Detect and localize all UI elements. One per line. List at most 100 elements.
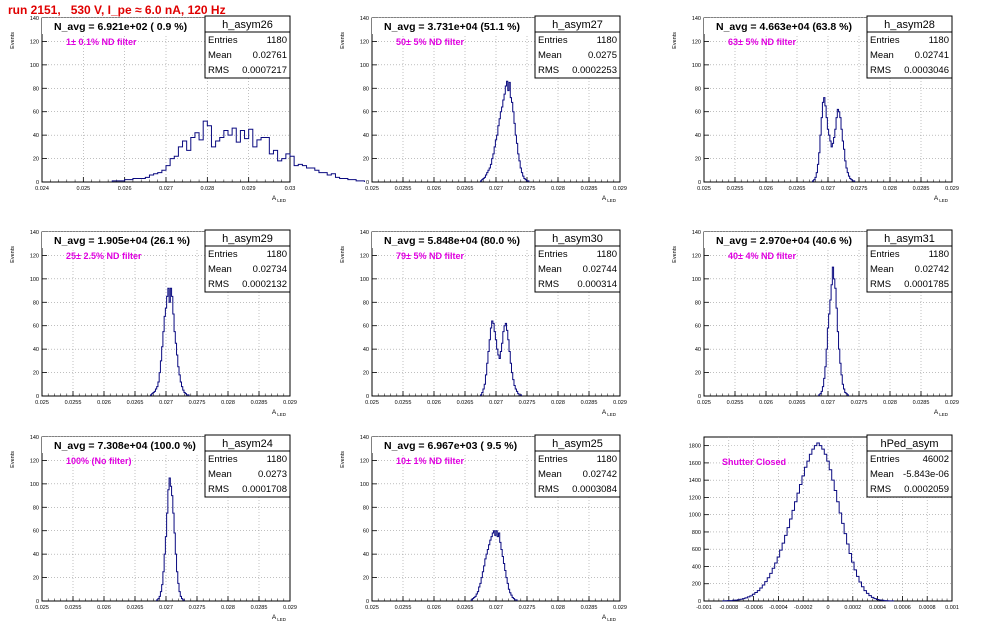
- y-tick-label: 120: [30, 253, 39, 259]
- y-tick-label: 80: [695, 86, 701, 92]
- stats-value: 0.02742: [915, 264, 949, 275]
- y-tick-label: 600: [692, 547, 701, 553]
- stats-box: [204, 229, 291, 293]
- x-tick-label: 0.027: [821, 186, 835, 192]
- x-tick-label: 0.0285: [251, 605, 268, 611]
- stats-label: Mean: [538, 264, 562, 275]
- x-tick-label: 0.025: [365, 605, 379, 611]
- x-tick-label: 0.026: [427, 400, 441, 406]
- y-tick-label: 80: [33, 300, 39, 306]
- x-tick-label: 0.0006: [894, 605, 911, 611]
- x-tick-label: 0.027: [159, 605, 173, 611]
- stats-label: Mean: [870, 469, 894, 480]
- x-tick-label: 0.0275: [519, 186, 536, 192]
- histogram-panel-h_asym25: 0.025 0.0255 0.026 0.0265 0.027 0.0275 0.028 0.…: [340, 434, 627, 622]
- y-tick-label: 40: [33, 347, 39, 353]
- y-tick-label: 100: [30, 482, 39, 488]
- x-tick-label: 0.027: [489, 186, 503, 192]
- filter-annotation: 40± 4% ND filter: [728, 251, 796, 261]
- x-tick-label: 0.0265: [127, 400, 144, 406]
- title-box: [372, 437, 535, 453]
- y-tick-label: 0: [36, 180, 39, 186]
- stats-label: Entries: [208, 454, 238, 465]
- x-tick-label: 0.025: [697, 186, 711, 192]
- x-tick-label: 0.029: [945, 400, 959, 406]
- stats-box-title: h_asym24: [222, 438, 273, 450]
- y-tick-label: 20: [363, 371, 369, 377]
- stats-value: 0.0002132: [242, 279, 287, 290]
- x-tick-label: 0.0265: [457, 400, 474, 406]
- stats-label: Entries: [870, 35, 900, 46]
- stats-box: [534, 15, 621, 79]
- histogram-panel-h_asym28: 0.025 0.0255 0.026 0.0265 0.027 0.0275 0.028 0.…: [672, 15, 959, 203]
- stats-label: Entries: [870, 249, 900, 260]
- x-tick-label: 0.027: [159, 186, 173, 192]
- x-tick-label: 0.0004: [869, 605, 886, 611]
- y-tick-label: 80: [363, 300, 369, 306]
- x-tick-label: 0.0255: [65, 605, 82, 611]
- stats-label: RMS: [870, 484, 891, 495]
- title-box: [372, 18, 535, 34]
- x-tick-label: 0.029: [613, 186, 627, 192]
- y-tick-label: 140: [692, 16, 701, 22]
- y-tick-label: 40: [695, 347, 701, 353]
- x-tick-label: 0.0002: [844, 605, 861, 611]
- stats-value: 1180: [267, 454, 287, 465]
- x-tick-label: 0.0265: [789, 400, 806, 406]
- histogram-line: [812, 97, 856, 182]
- stats-value: 0.0002059: [904, 484, 949, 495]
- y-tick-label: 140: [30, 16, 39, 22]
- filter-annotation: 50± 5% ND filter: [396, 37, 464, 47]
- x-tick-label: 0.0275: [189, 400, 206, 406]
- x-tick-label: 0.027: [159, 400, 173, 406]
- y-tick-label: 100: [692, 63, 701, 69]
- stats-value: 1180: [597, 249, 617, 260]
- x-tick-label: 0.024: [35, 186, 49, 192]
- histogram-line: [722, 442, 895, 602]
- histogram-title: N_avg = 6.967e+03 ( 9.5 %): [384, 440, 517, 452]
- x-tick-label: 0.029: [283, 605, 297, 611]
- histogram-panel-h_asym27: 0.025 0.0255 0.026 0.0265 0.027 0.0275 0.028 0.…: [340, 15, 627, 203]
- histogram-title: N_avg = 3.731e+04 (51.1 %): [384, 21, 520, 33]
- stats-label: Entries: [208, 35, 238, 46]
- histogram-title: N_avg = 1.905e+04 (26.1 %): [54, 235, 190, 247]
- y-tick-label: 0: [366, 394, 369, 400]
- stats-box-title: h_asym25: [552, 438, 603, 450]
- histogram-title: N_avg = 4.663e+04 (63.8 %): [716, 21, 852, 33]
- histogram-panel-h_asym31: 0.025 0.0255 0.026 0.0265 0.027 0.0275 0.028 0.…: [672, 229, 959, 417]
- y-tick-label: 20: [33, 157, 39, 163]
- x-tick-label: 0.028: [551, 605, 565, 611]
- y-axis-label: Events: [340, 32, 346, 49]
- y-tick-label: 60: [33, 324, 39, 330]
- stats-label: Entries: [538, 35, 568, 46]
- y-tick-label: 20: [695, 371, 701, 377]
- x-tick-label: 0.026: [759, 186, 773, 192]
- y-tick-label: 140: [30, 230, 39, 236]
- stats-label: Entries: [208, 249, 238, 260]
- stats-box-title: h_asym31: [884, 233, 935, 245]
- histogram-line: [818, 266, 849, 396]
- y-tick-label: 40: [33, 133, 39, 139]
- y-tick-label: 800: [692, 530, 701, 536]
- y-tick-label: 40: [363, 552, 369, 558]
- histogram-title: N_avg = 6.921e+02 ( 0.9 %): [54, 21, 187, 33]
- y-tick-label: 120: [30, 39, 39, 45]
- x-tick-label: 0.029: [242, 186, 256, 192]
- y-tick-label: 40: [33, 552, 39, 558]
- stats-label: Entries: [538, 249, 568, 260]
- x-tick-label: 0.0275: [851, 186, 868, 192]
- x-axis-label: ALED: [272, 614, 287, 622]
- stats-box-title: h_asym27: [552, 19, 603, 31]
- stats-value: 0.02761: [253, 50, 287, 61]
- x-axis-label: ALED: [602, 195, 617, 203]
- stats-box: [866, 229, 953, 293]
- stats-value: 0.0001785: [904, 279, 949, 290]
- x-tick-label: 0.0255: [727, 400, 744, 406]
- stats-label: RMS: [538, 484, 559, 495]
- filter-annotation: 100% (No filter): [66, 456, 132, 466]
- y-axis-label: Events: [340, 451, 346, 468]
- y-tick-label: 1400: [689, 478, 701, 484]
- y-tick-label: 120: [360, 39, 369, 45]
- title-box: [704, 18, 867, 34]
- histogram-panel-h_asym26: 0.024 0.025 0.026 0.027 0.028 0.029 0.03 0 20 40 6…: [10, 15, 365, 203]
